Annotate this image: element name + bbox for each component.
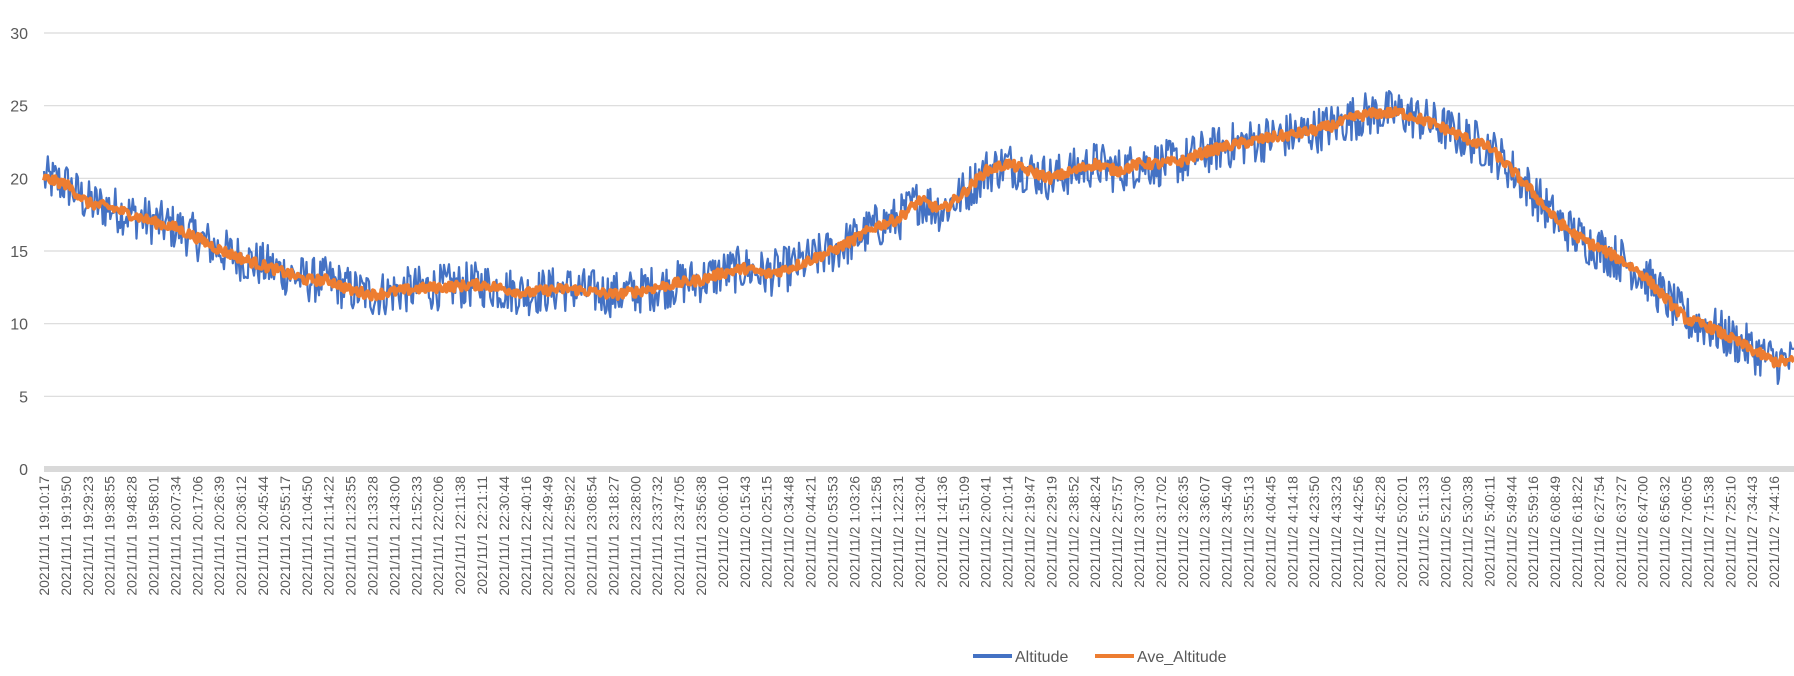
x-tick-label: 2021/11/1 21:04:50 — [299, 476, 315, 596]
x-tick-label: 2021/11/2 2:57:57 — [1109, 476, 1125, 588]
x-tick-label: 2021/11/2 1:32:04 — [912, 476, 928, 588]
x-tick-label: 2021/11/2 0:34:48 — [781, 476, 797, 588]
gridlines — [44, 32, 1794, 472]
y-tick-label: 15 — [10, 244, 28, 261]
x-tick-label: 2021/11/1 20:07:34 — [167, 476, 183, 596]
x-tick-label: 2021/11/1 19:48:28 — [124, 476, 140, 596]
x-tick-label: 2021/11/2 7:25:10 — [1722, 476, 1738, 588]
legend: Altitude Ave_Altitude — [973, 649, 1227, 666]
x-tick-label: 2021/11/1 22:30:44 — [496, 476, 512, 596]
x-tick-label: 2021/11/2 5:02:01 — [1394, 476, 1410, 588]
x-tick-label: 2021/11/2 5:11:33 — [1416, 476, 1432, 587]
x-tick-label: 2021/11/2 2:10:14 — [1000, 476, 1016, 588]
x-tick-label: 2021/11/1 19:58:01 — [146, 476, 162, 596]
y-tick-label: 25 — [10, 99, 28, 116]
x-tick-label: 2021/11/2 6:47:00 — [1635, 476, 1651, 588]
x-tick-label: 2021/11/2 0:25:15 — [759, 476, 775, 588]
x-tick-label: 2021/11/2 5:59:16 — [1525, 476, 1541, 588]
x-tick-label: 2021/11/1 21:23:55 — [343, 476, 359, 596]
x-tick-label: 2021/11/2 6:56:32 — [1657, 476, 1673, 588]
x-tick-label: 2021/11/2 7:34:43 — [1744, 476, 1760, 588]
y-tick-label: 0 — [19, 462, 28, 479]
y-axis: 0 5 10 15 20 25 30 — [10, 26, 28, 479]
x-tick-label: 2021/11/1 21:43:00 — [386, 476, 402, 596]
x-tick-label: 2021/11/2 0:44:21 — [803, 476, 819, 588]
x-tick-label: 2021/11/2 3:45:40 — [1219, 476, 1235, 588]
x-tick-label: 2021/11/1 20:17:06 — [189, 476, 205, 596]
x-tick-label: 2021/11/2 2:29:19 — [1043, 476, 1059, 588]
x-tick-label: 2021/11/2 1:51:09 — [956, 476, 972, 588]
x-tick-label: 2021/11/1 22:11:38 — [452, 476, 468, 595]
x-tick-label: 2021/11/2 1:12:58 — [868, 476, 884, 588]
x-axis: 2021/11/1 19:10:17 2021/11/1 19:19:50 2021… — [36, 476, 1782, 596]
x-tick-label: 2021/11/2 1:41:36 — [934, 476, 950, 588]
x-tick-label: 2021/11/2 4:23:50 — [1306, 476, 1322, 588]
x-tick-label: 2021/11/1 21:52:33 — [408, 476, 424, 596]
y-tick-label: 30 — [10, 26, 28, 43]
x-tick-label: 2021/11/2 6:08:49 — [1547, 476, 1563, 588]
x-tick-label: 2021/11/1 22:21:11 — [474, 476, 490, 595]
x-tick-label: 2021/11/1 23:08:54 — [584, 476, 600, 596]
x-tick-label: 2021/11/1 22:40:16 — [518, 476, 534, 596]
x-tick-label: 2021/11/2 2:38:52 — [1065, 476, 1081, 588]
x-tick-label: 2021/11/2 4:33:23 — [1328, 476, 1344, 588]
x-tick-label: 2021/11/1 22:02:06 — [430, 476, 446, 596]
x-tick-label: 2021/11/2 7:15:38 — [1700, 476, 1716, 588]
x-tick-label: 2021/11/2 5:40:11 — [1481, 476, 1497, 587]
x-tick-label: 2021/11/2 7:44:16 — [1766, 476, 1782, 588]
x-tick-label: 2021/11/2 3:26:35 — [1175, 476, 1191, 588]
x-tick-label: 2021/11/1 23:37:32 — [649, 476, 665, 596]
y-tick-label: 5 — [19, 389, 28, 406]
x-tick-label: 2021/11/2 7:06:05 — [1679, 476, 1695, 588]
x-tick-label: 2021/11/2 0:53:53 — [824, 476, 840, 588]
x-tick-label: 2021/11/2 1:03:26 — [846, 476, 862, 588]
x-tick-label: 2021/11/1 21:14:22 — [321, 476, 337, 596]
x-tick-label: 2021/11/2 5:21:06 — [1438, 476, 1454, 588]
x-tick-label: 2021/11/2 0:15:43 — [737, 476, 753, 588]
x-tick-label: 2021/11/1 23:18:27 — [605, 476, 621, 596]
legend-label: Altitude — [1015, 649, 1068, 666]
x-tick-label: 2021/11/1 23:56:38 — [693, 476, 709, 596]
x-tick-label: 2021/11/2 0:06:10 — [715, 476, 731, 588]
x-tick-label: 2021/11/1 20:36:12 — [233, 476, 249, 596]
x-tick-label: 2021/11/1 22:49:49 — [540, 476, 556, 596]
x-tick-label: 2021/11/2 6:27:54 — [1591, 476, 1607, 588]
y-tick-label: 20 — [10, 171, 28, 188]
series-line-ave-altitude — [41, 106, 1794, 369]
x-tick-label: 2021/11/2 2:48:24 — [1087, 476, 1103, 588]
x-tick-label: 2021/11/1 19:29:23 — [80, 476, 96, 596]
x-tick-label: 2021/11/1 23:28:00 — [627, 476, 643, 596]
x-tick-label: 2021/11/2 2:00:41 — [978, 476, 994, 588]
x-tick-label: 2021/11/1 23:47:05 — [671, 476, 687, 596]
series-lines — [41, 90, 1794, 385]
x-tick-label: 2021/11/1 19:10:17 — [36, 476, 52, 596]
x-tick-label: 2021/11/2 4:42:56 — [1350, 476, 1366, 588]
x-tick-label: 2021/11/1 22:59:22 — [562, 476, 578, 596]
x-tick-label: 2021/11/2 3:36:07 — [1197, 476, 1213, 588]
x-tick-label: 2021/11/1 19:19:50 — [58, 476, 74, 596]
x-tick-label: 2021/11/2 5:49:44 — [1503, 476, 1519, 588]
x-tick-label: 2021/11/2 4:04:45 — [1262, 476, 1278, 588]
x-tick-label: 2021/11/2 3:07:30 — [1131, 476, 1147, 588]
x-tick-label: 2021/11/2 4:14:18 — [1284, 476, 1300, 588]
series-line-altitude — [42, 90, 1794, 385]
x-tick-label: 2021/11/2 3:17:02 — [1153, 476, 1169, 588]
x-tick-label: 2021/11/1 20:26:39 — [211, 476, 227, 596]
x-tick-label: 2021/11/2 4:52:28 — [1372, 476, 1388, 588]
x-tick-label: 2021/11/2 1:22:31 — [890, 476, 906, 588]
x-tick-label: 2021/11/2 6:37:27 — [1613, 476, 1629, 588]
x-tick-label: 2021/11/2 6:18:22 — [1569, 476, 1585, 588]
x-tick-label: 2021/11/1 20:45:44 — [255, 476, 271, 596]
x-tick-label: 2021/11/2 3:55:13 — [1241, 476, 1257, 588]
y-tick-label: 10 — [10, 317, 28, 334]
x-tick-label: 2021/11/2 2:19:47 — [1022, 476, 1038, 588]
x-tick-label: 2021/11/2 5:30:38 — [1460, 476, 1476, 588]
x-tick-label: 2021/11/1 19:38:55 — [102, 476, 118, 596]
x-tick-label: 2021/11/1 20:55:17 — [277, 476, 293, 596]
legend-label: Ave_Altitude — [1137, 649, 1227, 666]
x-tick-label: 2021/11/1 21:33:28 — [365, 476, 381, 596]
